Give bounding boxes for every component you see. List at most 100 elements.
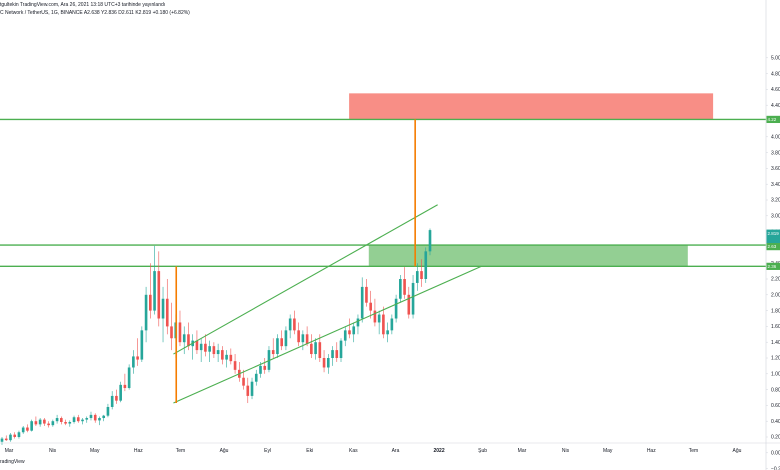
y-tick-label: 1.40 [771, 340, 780, 346]
y-tick-label: 3.80 [771, 150, 780, 156]
candle-body [165, 298, 169, 327]
y-tick-label: 2.00 [771, 293, 780, 299]
y-tick-label: 3.40 [771, 182, 780, 188]
candle-body [153, 271, 156, 311]
candle-body [4, 438, 8, 441]
candle-body [72, 417, 76, 422]
candle-body [123, 384, 127, 389]
candle-body [335, 350, 339, 358]
candle-body [68, 421, 72, 424]
price-badge [766, 235, 780, 244]
y-tick-label: 0.20 [771, 435, 780, 441]
candle-body [170, 326, 173, 339]
candle-body [208, 346, 211, 352]
candle-body [369, 302, 372, 311]
y-tick-label: −0.20 [771, 466, 780, 470]
y-tick-label: 0.40 [771, 419, 780, 425]
y-tick-label: 1.60 [771, 324, 780, 330]
price-badge-label: 4.22 [768, 117, 777, 122]
horizontal-levels [0, 118, 766, 268]
x-tick-label: Haz [647, 448, 656, 454]
candle-body [98, 418, 101, 421]
y-tick-label: 1.80 [771, 308, 780, 314]
x-tick-label: Tem [176, 448, 185, 454]
zone-boxes [349, 93, 714, 267]
price-badge-label: 2.819 [768, 231, 780, 236]
x-tick-label: 2022 [433, 448, 444, 454]
candle-body [280, 338, 283, 347]
candle-body [81, 419, 84, 422]
y-tick-label: 3.60 [771, 166, 780, 172]
candle-body [93, 414, 97, 421]
candle-body [360, 286, 364, 319]
candle-body [17, 432, 21, 437]
candle-body [13, 434, 17, 437]
candle-body [365, 286, 368, 303]
candle-body [149, 294, 152, 311]
candle-body [89, 414, 93, 419]
candle-body [386, 330, 389, 335]
x-tick-label: Mar [5, 448, 14, 454]
channel-lower-line [173, 265, 482, 404]
candle-body [339, 340, 343, 358]
candle-body [199, 343, 203, 351]
candle-body [225, 354, 228, 360]
candle-body [136, 356, 139, 360]
candle-body [30, 421, 33, 431]
x-tick-label: Mar [518, 448, 527, 454]
candle-body [38, 419, 42, 425]
x-tick-label: Nis [49, 448, 57, 454]
candle-body [284, 330, 288, 347]
x-tick-label: Eyl [264, 448, 271, 454]
candle-body [182, 334, 186, 343]
candle-body [187, 334, 190, 347]
y-tick-label: 5.00 [771, 56, 780, 62]
y-tick-label: 0.60 [771, 403, 780, 409]
x-tick-label: Şub [478, 448, 487, 454]
candle-body [132, 356, 135, 368]
candle-body [140, 330, 144, 360]
candle-body [102, 415, 106, 419]
candle-body [178, 322, 182, 343]
candle-body [318, 342, 322, 358]
candle-body [382, 314, 385, 335]
y-tick-label: 4.60 [771, 87, 780, 93]
candle-body [301, 334, 305, 343]
candle-body [242, 377, 245, 386]
candle-body [326, 358, 330, 368]
candle-body [250, 381, 254, 396]
target-zone-box [349, 93, 714, 120]
candle-body [263, 365, 267, 370]
x-tick-label: Kas [349, 448, 358, 454]
candle-body [271, 350, 275, 355]
time-axis: Mar Nis May Haz Tem Ağu Eyl Eki Kas Ara 2022 Şub Mar… [0, 442, 780, 454]
y-tick-label: 4.80 [771, 71, 780, 77]
x-tick-label: Ara [392, 448, 400, 454]
y-tick-label: 3.00 [771, 214, 780, 220]
candle-body [0, 438, 4, 442]
candle-body [195, 340, 199, 351]
price-badge-label: 2.36 [768, 264, 777, 269]
candle-body [64, 421, 67, 424]
trend-drawings [173, 119, 482, 404]
candle-body [119, 384, 122, 401]
x-tick-label: Ağu [733, 448, 742, 454]
candle-body [254, 373, 258, 382]
candle-body [47, 423, 50, 426]
candle-body [204, 343, 207, 352]
candle-body [322, 358, 326, 368]
channel-upper-line [173, 204, 438, 355]
x-tick-label: Nis [562, 448, 570, 454]
x-tick-label: May [603, 448, 613, 454]
y-tick-label: 4.40 [771, 103, 780, 109]
candle-body [127, 367, 131, 389]
candle-body [55, 418, 59, 422]
x-tick-label: Ağu [220, 448, 229, 454]
breakout-zone-box [368, 245, 688, 267]
candle-body [233, 361, 237, 370]
candle-body [144, 294, 148, 331]
candle-body [106, 406, 110, 416]
candle-body [407, 294, 411, 315]
y-tick-label: 3.20 [771, 198, 780, 204]
